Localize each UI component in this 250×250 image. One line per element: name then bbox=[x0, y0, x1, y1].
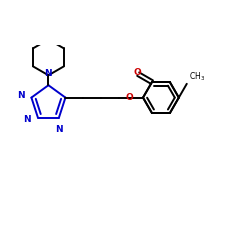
Text: CH$_3$: CH$_3$ bbox=[189, 70, 205, 83]
Text: N: N bbox=[17, 91, 24, 100]
Text: N: N bbox=[23, 115, 31, 124]
Text: N: N bbox=[44, 69, 52, 78]
Text: O: O bbox=[125, 93, 133, 102]
Text: O: O bbox=[133, 68, 141, 77]
Text: N: N bbox=[55, 124, 63, 134]
